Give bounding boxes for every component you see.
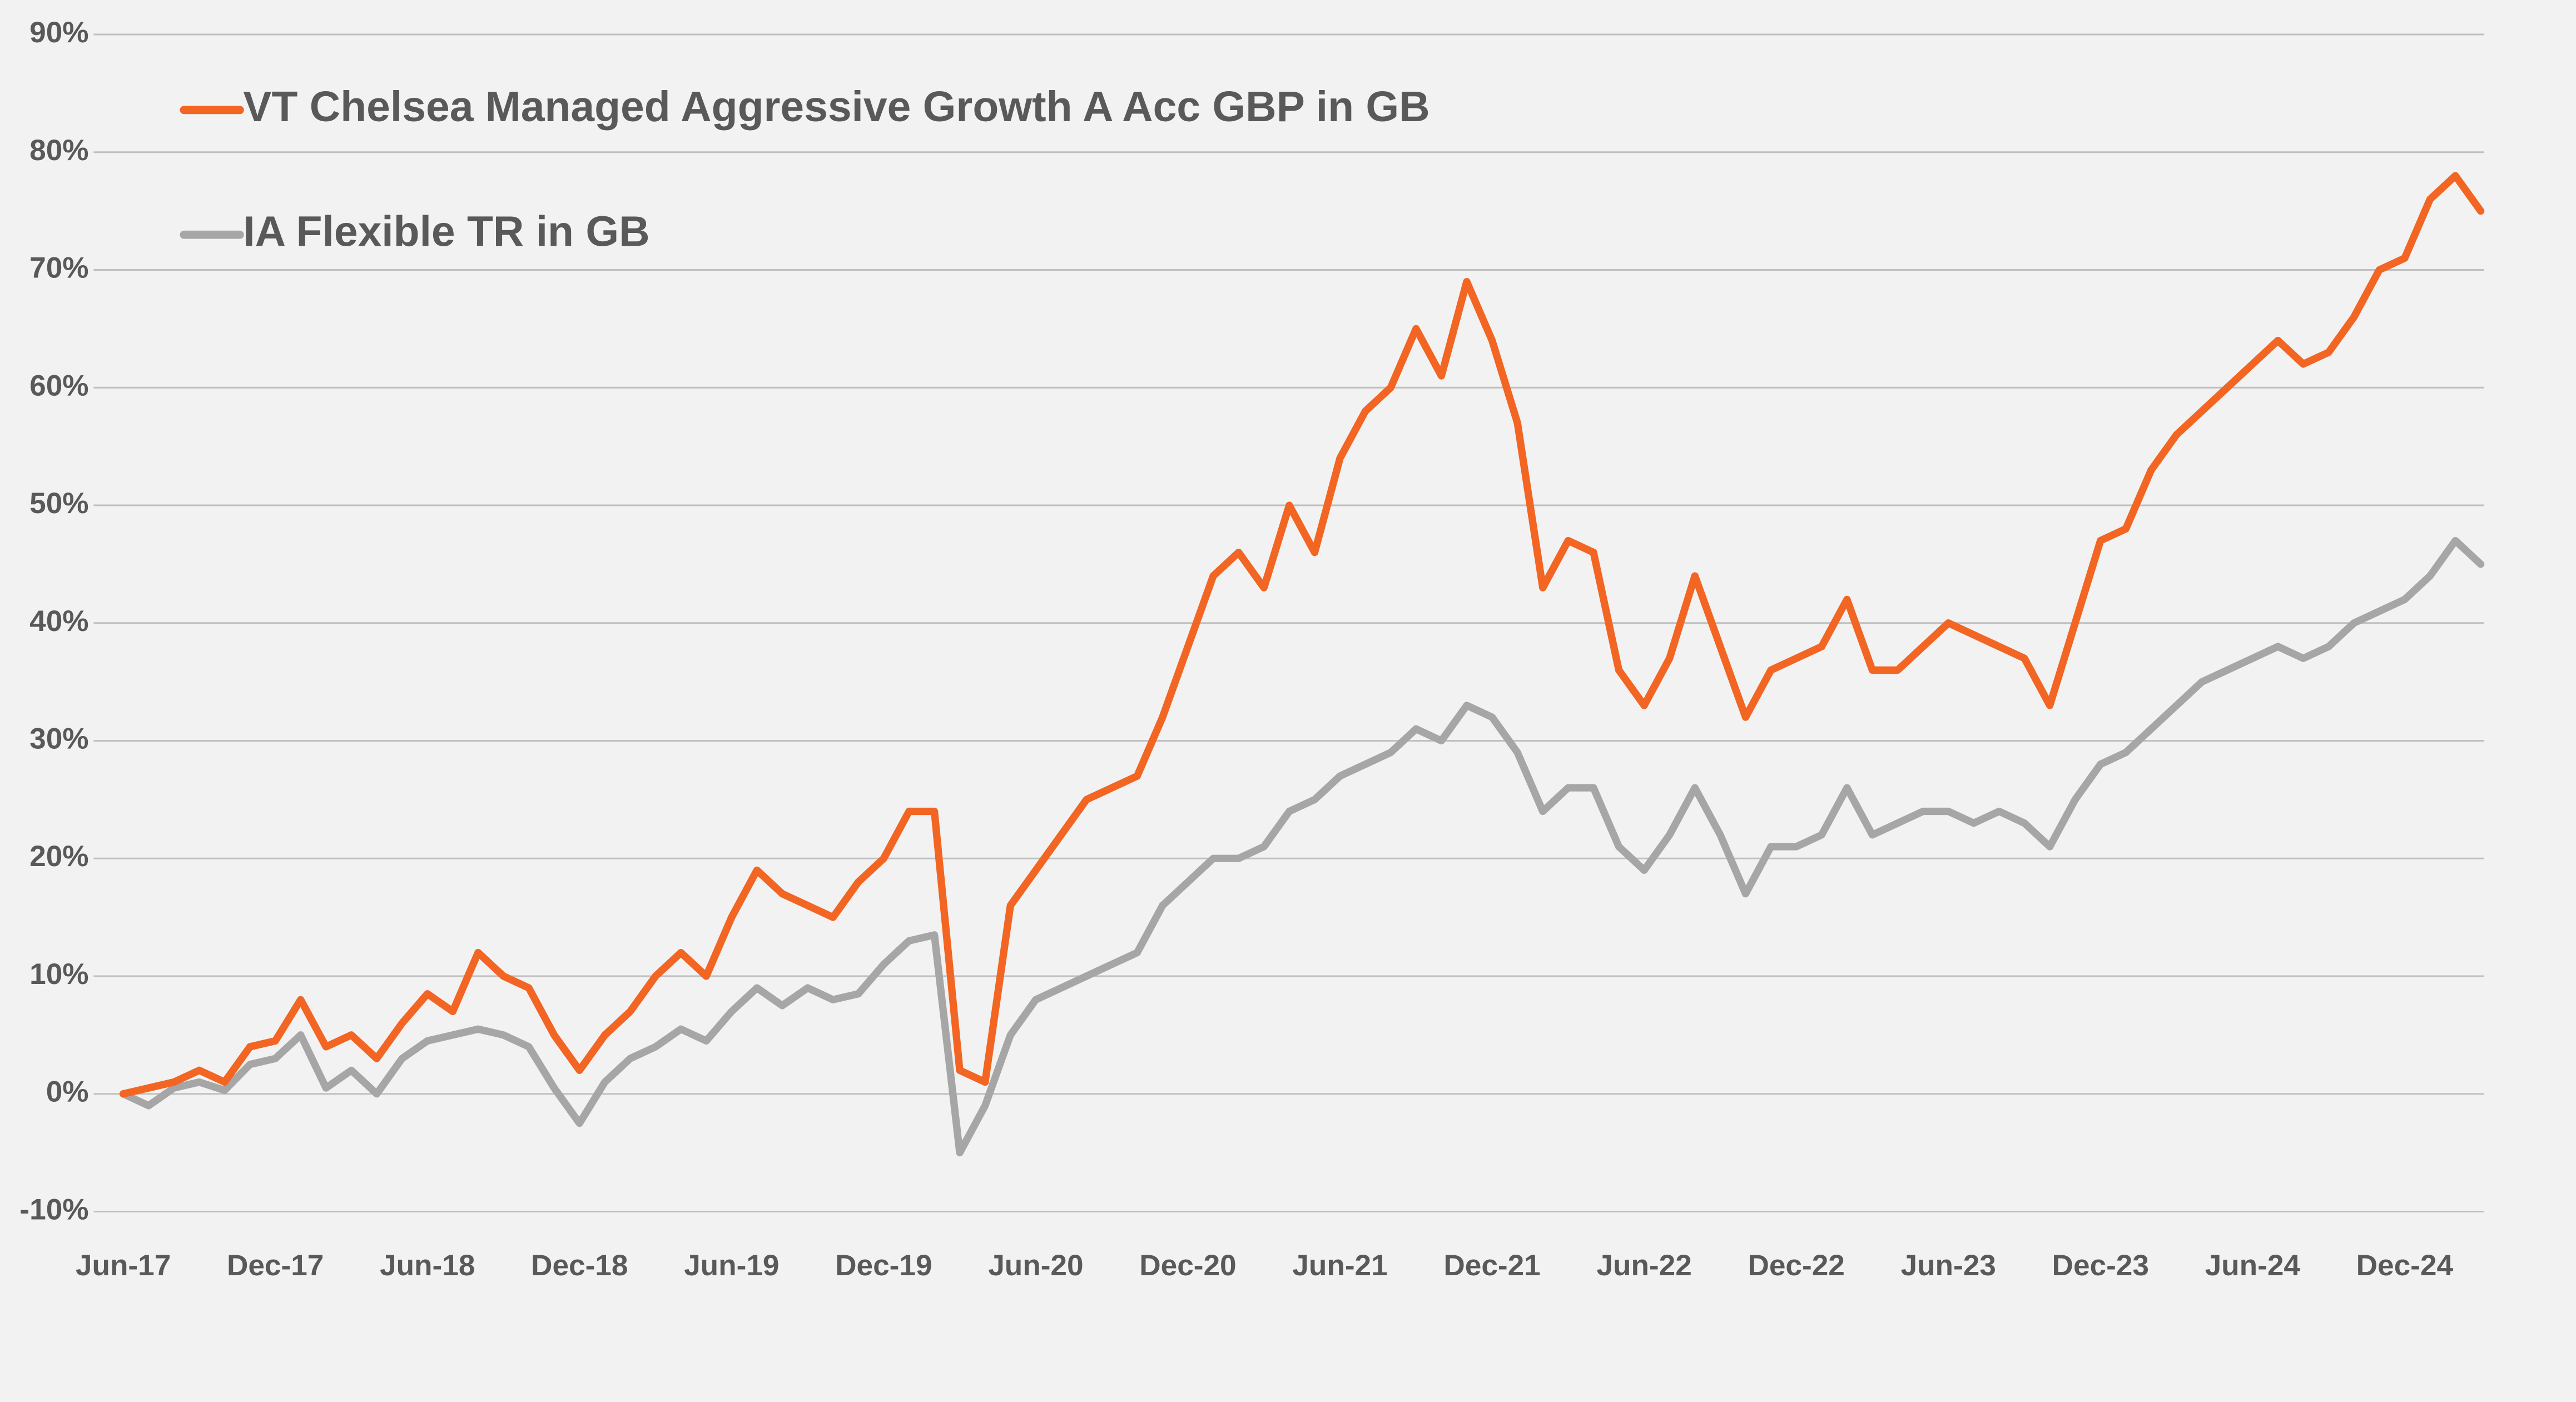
y-tick-label: 0% [46,1076,89,1108]
y-tick-label: 10% [29,958,88,991]
x-tick-label: Dec-21 [1443,1249,1540,1282]
y-tick-label: 80% [29,134,88,167]
legend-label: IA Flexible TR in GB [243,208,649,256]
x-tick-label: Dec-18 [531,1249,628,1282]
series-line [119,172,2485,1098]
x-tick-label: Dec-22 [1748,1249,1844,1282]
x-tick-label: Jun-18 [380,1249,475,1282]
x-tick-label: Dec-20 [1139,1249,1236,1282]
series-line [119,536,2485,1157]
x-tick-label: Jun-20 [988,1249,1083,1282]
y-tick-label: 60% [29,369,88,402]
y-tick-label: 90% [29,16,88,49]
x-tick-label: Dec-17 [227,1249,324,1282]
x-tick-label: Jun-22 [1596,1249,1691,1282]
y-tick-label: 70% [29,252,88,285]
axis-labels: -10% 0% 10% 20% 30% 40% 50% 60% 70% 80% 90% Jun-17 D… [19,16,2453,1282]
x-tick-label: Jun-23 [1901,1249,1996,1282]
x-tick-label: Dec-24 [2356,1249,2454,1282]
x-tick-label: Dec-23 [2052,1249,2149,1282]
x-tick-label: Jun-21 [1292,1249,1387,1282]
x-tick-label: Jun-24 [2205,1249,2301,1282]
grid [93,33,2484,1212]
legend-label: VT Chelsea Managed Aggressive Growth A A… [243,83,1430,131]
y-tick-label: -10% [19,1193,88,1226]
y-tick-label: 20% [29,840,88,873]
y-tick-label: 40% [29,605,88,638]
y-tick-label: 50% [29,487,88,520]
x-tick-label: Jun-17 [76,1249,171,1282]
y-tick-label: 30% [29,723,88,755]
x-tick-label: Dec-19 [835,1249,932,1282]
x-tick-label: Jun-19 [684,1249,779,1282]
legend: VT Chelsea Managed Aggressive Growth A A… [180,83,1430,256]
plot [119,172,2485,1157]
